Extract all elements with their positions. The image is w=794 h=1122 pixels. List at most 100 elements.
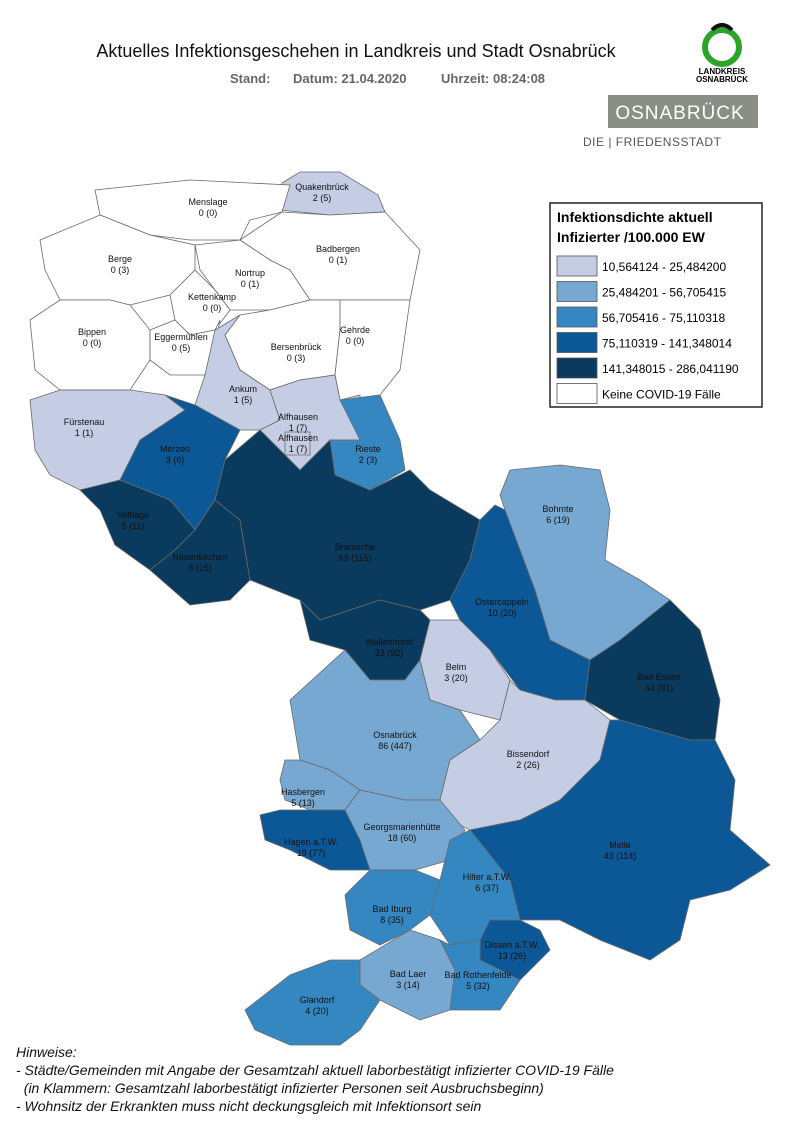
region-value: 33 (92) <box>375 648 404 658</box>
note: - Städte/Gemeinden mit Angabe der Gesamt… <box>16 1062 614 1078</box>
region <box>284 431 311 456</box>
legend-label: 25,484201 - 56,705415 <box>602 286 726 300</box>
legend-title: Infizierter /100.000 EW <box>557 229 706 245</box>
region-name: Eggermühlen <box>154 332 208 342</box>
datum: Datum: 21.04.2020 <box>293 71 406 86</box>
stand: Stand: <box>230 71 270 86</box>
region-name: Bad Essen <box>637 672 681 682</box>
region <box>344 869 441 946</box>
region-value: 1 (1) <box>75 428 94 438</box>
region-name: Wallenhorst <box>365 637 413 647</box>
region-value: 63 (115) <box>339 553 372 563</box>
region-value: 3 (14) <box>396 980 420 990</box>
legend-title: Infektionsdichte aktuell <box>557 209 713 225</box>
region-value: 6 (19) <box>546 515 570 525</box>
region-name: Badbergen <box>316 244 360 254</box>
logo-text: OSNABRÜCK <box>696 75 748 84</box>
region-name: Bad Laer <box>390 969 427 979</box>
region-name: Bippen <box>78 327 106 337</box>
legend-swatch <box>556 306 598 328</box>
legend-items: 10,564124 - 25,484200 25,484201 - 56,7054… <box>556 255 739 404</box>
region-value: 18 (60) <box>388 833 417 843</box>
region <box>279 171 386 216</box>
note: Hinweise: <box>16 1044 77 1060</box>
city-logo-text: OSNABRÜCK <box>615 103 744 124</box>
region-value: 5 (32) <box>466 981 490 991</box>
region-value: 3 (6) <box>166 455 185 465</box>
region-name: Berge <box>108 254 132 264</box>
region-value: 4 (20) <box>305 1006 329 1016</box>
region-name: Hilter a.T.W. <box>463 872 512 882</box>
region-name: Hagen a.T.W. <box>284 837 338 847</box>
region-name: Gehrde <box>340 325 370 335</box>
region-name: Voltlage <box>117 510 149 520</box>
region <box>449 504 591 701</box>
region-value: 44 (91) <box>645 683 674 693</box>
region-value: 1 (7) <box>289 423 308 433</box>
regions <box>29 171 771 1046</box>
region-name: Osnabrück <box>373 730 417 740</box>
legend-swatch <box>556 383 598 404</box>
uhrzeit: Uhrzeit: 08:24:08 <box>441 71 545 86</box>
region-name: Belm <box>446 662 467 672</box>
region-name: Kettenkamp <box>188 292 236 302</box>
region-value: 2 (26) <box>516 760 540 770</box>
region-value: 1 (7) <box>289 444 308 454</box>
region-value: 5 (11) <box>122 521 145 531</box>
region-value: 2 (3) <box>359 455 378 465</box>
logo-arc <box>710 23 734 32</box>
region-name: Bersenbrück <box>271 342 322 352</box>
legend-label: 141,348015 - 286,041190 <box>602 362 739 376</box>
region-name: Bramsche <box>335 542 376 552</box>
region-name: Bad Rothenfelde <box>444 970 511 980</box>
region-value: 3 (20) <box>444 673 468 683</box>
legend-swatch <box>556 357 598 379</box>
region-name: Nortrup <box>235 268 265 278</box>
region-name: Neuenkirchen <box>172 552 228 562</box>
legend-label: 10,564124 - 25,484200 <box>602 260 726 274</box>
region-name: Bissendorf <box>507 749 550 759</box>
note: - Wohnsitz der Erkrankten muss nicht dec… <box>16 1098 482 1114</box>
logo-text: LANDKREIS <box>699 67 746 76</box>
region <box>439 939 521 1011</box>
region-value: 6 (37) <box>475 883 499 893</box>
region-name: Bohmte <box>542 504 573 514</box>
region-name: Bad Iburg <box>372 904 411 914</box>
region <box>334 299 411 401</box>
region-name: Glandorf <box>300 995 335 1005</box>
region-name: Hasbergen <box>281 787 325 797</box>
region-value: 0 (0) <box>83 338 102 348</box>
region <box>469 719 771 961</box>
legend-label: 75,110319 - 141,348014 <box>602 337 732 351</box>
title: Aktuelles Infektionsgeschehen in Landkre… <box>96 41 616 61</box>
region-name: Fürstenau <box>64 417 105 427</box>
region-value: 10 (20) <box>488 608 517 618</box>
region <box>244 959 381 1046</box>
region-name: Alfhausen <box>278 412 318 422</box>
region-name: Quakenbrück <box>295 182 349 192</box>
region-name: Ankum <box>229 384 257 394</box>
region-name: Ostercappeln <box>475 597 529 607</box>
region-value: 0 (3) <box>111 265 130 275</box>
logo-ring <box>702 27 742 67</box>
region-value: 13 (26) <box>498 951 527 961</box>
region-value: 0 (1) <box>241 279 260 289</box>
region-name: Melle <box>609 840 631 850</box>
city-logo-box <box>608 95 758 128</box>
region-value: 2 (5) <box>313 193 332 203</box>
region-value: 43 (114) <box>604 851 637 861</box>
legend-swatch <box>556 281 598 302</box>
legend-label: Keine COVID-19 Fälle <box>602 388 721 402</box>
region-value: 1 (5) <box>234 395 253 405</box>
region-value: 5 (13) <box>291 798 315 808</box>
region <box>584 599 721 741</box>
region-value: 0 (0) <box>203 303 222 313</box>
region-value: 19 (77) <box>297 848 326 858</box>
region-value: 8 (15) <box>188 563 212 573</box>
region-value: 0 (3) <box>287 353 306 363</box>
region-name: Dissen a.T.W. <box>484 940 539 950</box>
region-value: 0 (5) <box>172 343 191 353</box>
